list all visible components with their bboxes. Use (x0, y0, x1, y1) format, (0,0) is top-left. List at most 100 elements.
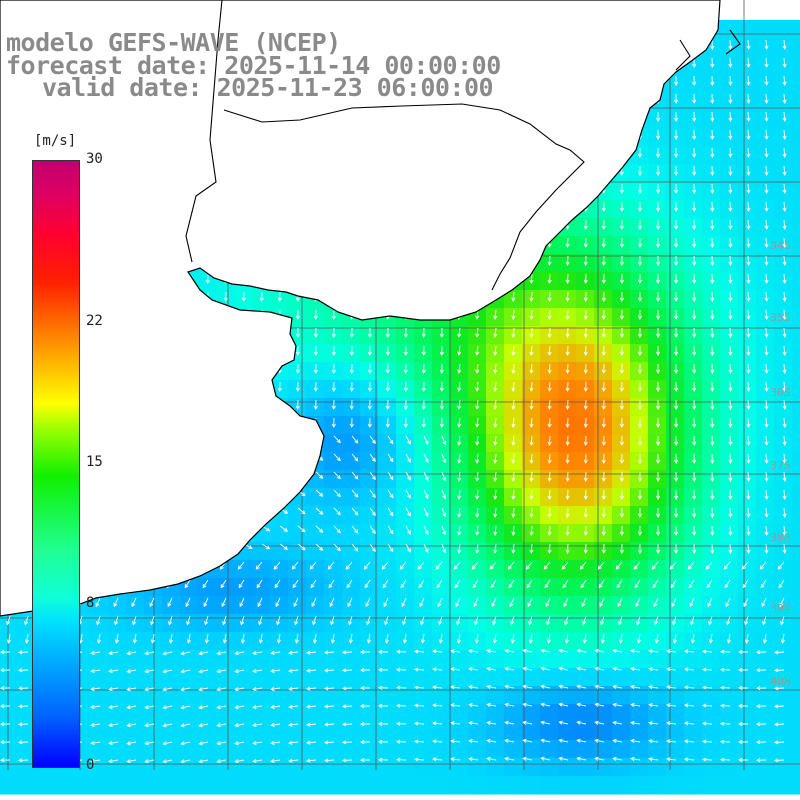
wind-arrow (522, 720, 533, 725)
wind-arrow (529, 327, 534, 338)
wind-arrow (450, 721, 461, 726)
wind-arrow (472, 579, 479, 589)
wind-arrow (384, 615, 389, 626)
wind-cell (180, 722, 199, 741)
wind-cell (558, 722, 577, 741)
wind-arrow (529, 363, 534, 374)
wind-cell (342, 668, 361, 687)
wind-arrow (108, 705, 119, 710)
wind-arrow (270, 650, 281, 656)
wind-arrow (782, 201, 787, 212)
wind-arrow (342, 668, 353, 673)
wind-arrow (764, 57, 769, 68)
wind-arrow (702, 739, 713, 744)
wind-arrow (558, 756, 569, 761)
wind-cell (432, 524, 451, 543)
wind-arrow (666, 703, 677, 708)
wind-arrow (203, 597, 209, 608)
wind-arrow (782, 417, 787, 428)
wind-arrow (594, 666, 605, 671)
wind-arrow (216, 741, 227, 746)
wind-arrow (705, 561, 713, 570)
wind-arrow (756, 740, 767, 745)
wind-arrow (710, 507, 715, 518)
wind-cell (558, 578, 577, 597)
wind-cell (432, 488, 451, 507)
wind-cell (666, 776, 685, 795)
wind-arrow (274, 579, 281, 589)
wind-arrow (525, 561, 533, 570)
wind-arrow (252, 741, 263, 746)
wind-arrow (547, 345, 552, 356)
wind-arrow (780, 615, 785, 626)
wind-arrow (594, 756, 605, 761)
wind-cell (18, 776, 37, 795)
wind-arrow (764, 237, 769, 248)
wind-cell (432, 434, 451, 453)
wind-cell (432, 776, 451, 795)
wind-arrow (738, 721, 749, 726)
wind-cell (324, 740, 343, 759)
wind-arrow (637, 219, 642, 230)
wind-arrow (692, 399, 697, 410)
wind-arrow (360, 686, 371, 691)
wind-cell (252, 776, 271, 795)
wind-arrow (421, 417, 426, 428)
wind-cell (774, 20, 793, 39)
wind-arrow (367, 345, 372, 356)
wind-arrow (764, 381, 769, 392)
wind-arrow (369, 435, 376, 445)
wind-arrow (331, 327, 336, 338)
wind-arrow (493, 345, 498, 356)
wind-arrow (400, 579, 407, 589)
wind-arrow (764, 417, 769, 428)
wind-cell (306, 596, 325, 615)
wind-arrow (420, 633, 425, 644)
wind-cell (558, 758, 577, 777)
wind-arrow (619, 399, 624, 410)
wind-arrow (405, 453, 411, 463)
wind-arrow (347, 597, 353, 608)
wind-arrow (702, 649, 713, 654)
wind-arrow (619, 507, 624, 518)
wind-arrow (637, 471, 642, 482)
wind-arrow (441, 435, 447, 446)
wind-arrow (493, 543, 498, 554)
wind-arrow (216, 669, 227, 674)
wind-arrow (333, 543, 341, 552)
wind-arrow (619, 489, 624, 500)
wind-arrow (363, 561, 371, 570)
wind-cell (234, 578, 253, 597)
wind-arrow (403, 327, 408, 338)
wind-cell (648, 668, 667, 687)
wind-arrow (612, 738, 623, 743)
wind-arrow (162, 705, 173, 710)
wind-cell (126, 704, 145, 723)
wind-arrow (710, 111, 715, 122)
wind-arrow (612, 684, 623, 689)
wind-arrow (198, 651, 209, 656)
wind-cell (216, 704, 235, 723)
wind-arrow (702, 667, 713, 672)
wind-arrow (598, 579, 605, 589)
wind-arrow (692, 507, 697, 518)
wind-cell (432, 470, 451, 489)
wind-arrow (279, 543, 289, 550)
wind-arrow (366, 615, 371, 626)
wind-arrow (234, 741, 245, 746)
wind-arrow (450, 667, 461, 672)
wind-arrow (493, 399, 498, 410)
wind-cell (0, 740, 19, 759)
wind-arrow (782, 237, 787, 248)
wind-arrow (746, 381, 751, 392)
colorbar-unit-label: [m/s] (34, 133, 77, 149)
wind-cell (432, 668, 451, 687)
wind-arrow (619, 255, 624, 266)
wind-cell (432, 722, 451, 741)
wind-cell (504, 596, 523, 615)
wind-arrow (403, 363, 408, 374)
wind-arrow (547, 543, 552, 554)
wind-arrow (782, 183, 787, 194)
wind-arrow (583, 525, 588, 536)
wind-cell (594, 650, 613, 669)
